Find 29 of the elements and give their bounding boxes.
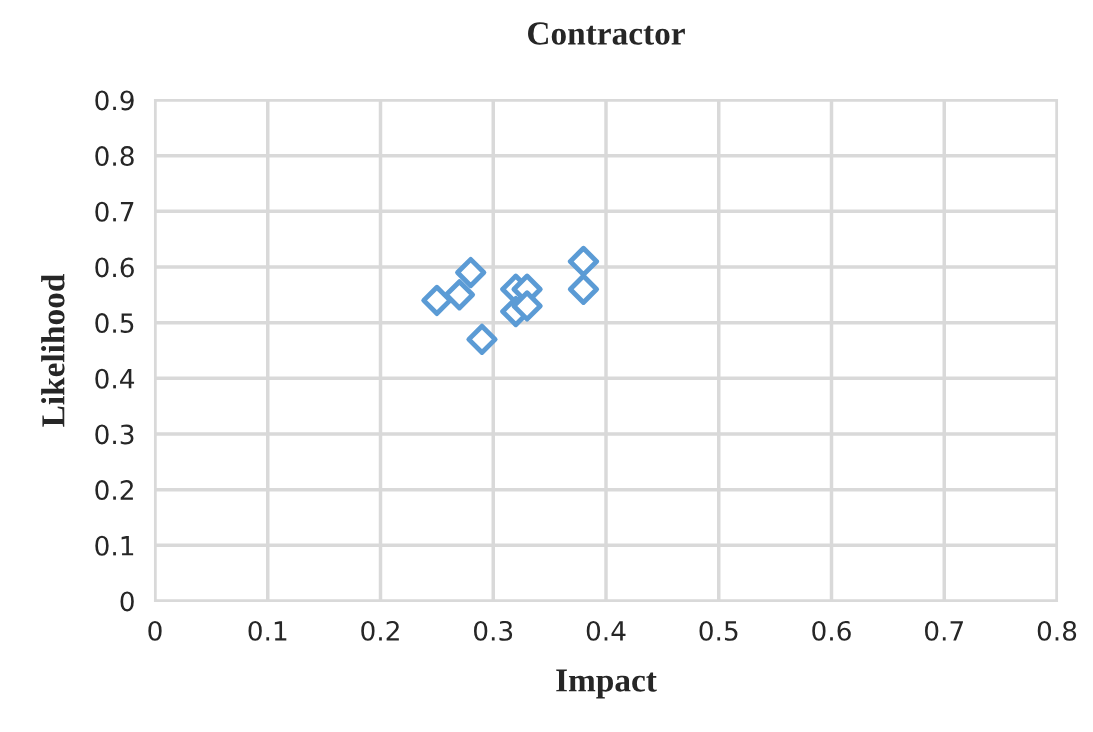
y-tick-label: 0 — [120, 591, 134, 612]
x-tick-label: 0.7 — [925, 620, 963, 641]
point — [443, 279, 476, 311]
y-tick-label: 0.9 — [95, 90, 134, 111]
point — [567, 245, 600, 278]
x-axis-title: Impact — [556, 669, 657, 699]
chart-title: Contractor — [528, 22, 685, 45]
x-tick-label: 0.1 — [248, 620, 287, 641]
y-tick-label: 0.3 — [95, 424, 134, 445]
y-tick-label: 0.5 — [95, 313, 134, 334]
y-tick-label: 0.7 — [95, 201, 134, 222]
x-tick-label: 0.5 — [699, 620, 738, 641]
x-tick-label: 0.2 — [361, 620, 399, 641]
y-tick-label: 0.4 — [95, 368, 135, 389]
y-tick-label: 0.1 — [95, 535, 134, 556]
x-tick-label: 0.6 — [812, 620, 851, 641]
y-axis-title: Likelihood — [41, 273, 65, 427]
point — [455, 256, 487, 289]
y-tick-label: 0.6 — [95, 257, 134, 278]
point — [567, 273, 600, 305]
point — [511, 290, 543, 322]
x-tick-label: 0.8 — [1037, 620, 1077, 641]
x-tick-label: 0.3 — [474, 620, 513, 641]
x-tick-label: 0.4 — [586, 620, 626, 641]
x-tick-label: 0 — [148, 620, 162, 641]
y-tick-label: 0.8 — [95, 146, 134, 167]
point — [421, 284, 453, 317]
point — [466, 323, 498, 355]
y-tick-label: 0.2 — [95, 480, 133, 501]
